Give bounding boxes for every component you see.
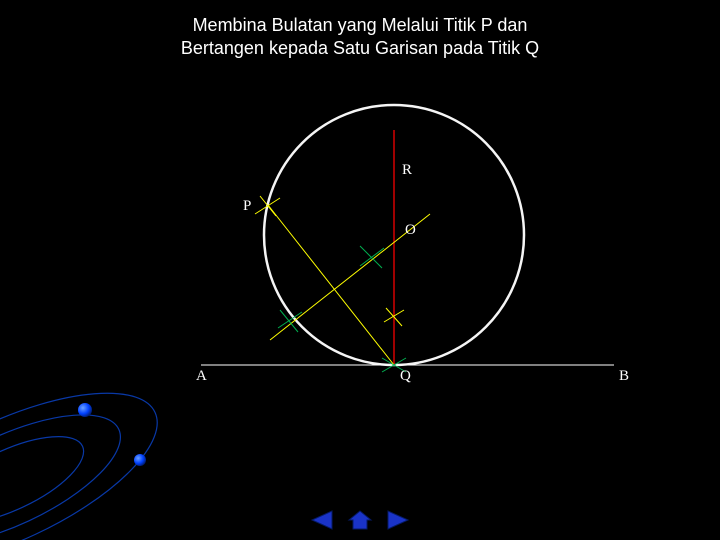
prev-button[interactable] [306, 508, 338, 532]
tick [360, 246, 382, 268]
next-button[interactable] [382, 508, 414, 532]
tick [360, 248, 384, 266]
triangle-left-icon [308, 509, 336, 531]
label-B: B [619, 368, 629, 385]
label-A: A [196, 368, 207, 385]
label-R: R [402, 162, 412, 179]
triangle-right-icon [384, 509, 412, 531]
chord-PQ [268, 205, 394, 365]
page-title: Membina Bulatan yang Melalui Titik P dan… [0, 0, 720, 61]
nav-bar [306, 508, 414, 532]
label-Q: Q [400, 368, 411, 385]
title-line-2: Bertangen kepada Satu Garisan pada Titik… [181, 38, 539, 58]
construction-diagram [0, 0, 720, 540]
label-O: O [405, 222, 416, 239]
home-button[interactable] [344, 508, 376, 532]
title-line-1: Membina Bulatan yang Melalui Titik P dan [193, 15, 528, 35]
label-P: P [243, 198, 251, 215]
home-icon [347, 509, 373, 531]
